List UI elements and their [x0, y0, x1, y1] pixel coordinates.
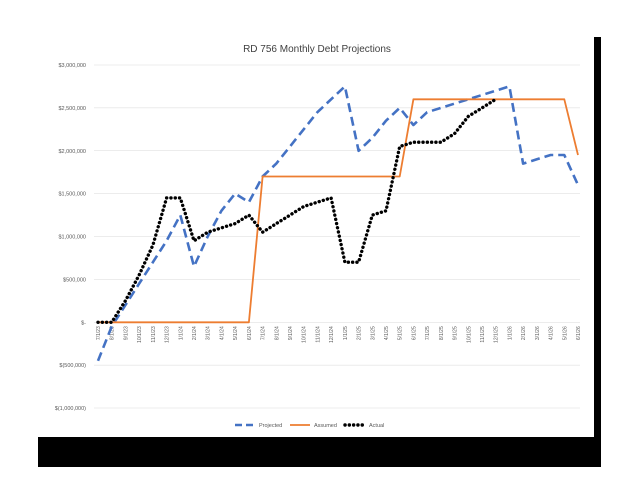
x-tick-label: 1/1/24: [178, 326, 184, 340]
legend: Projected Assumed Actual: [235, 423, 384, 429]
legend-label-assumed: Assumed: [314, 423, 337, 429]
x-tick-label: 9/1/25: [453, 326, 459, 340]
x-tick-label: 5/1/25: [398, 326, 404, 340]
chart-title: RD 756 Monthly Debt Projections: [243, 44, 391, 55]
y-axis-tick-labels: $3,000,000 $2,500,000 $2,000,000 $1,500,000…: [55, 63, 86, 412]
x-tick-label: 8/1/25: [439, 326, 445, 340]
x-tick-label: 10/1/23: [137, 326, 143, 343]
x-tick-label: 8/1/24: [274, 326, 280, 340]
x-tick-label: 9/1/23: [123, 326, 129, 340]
x-tick-label: 8/1/23: [110, 326, 116, 340]
x-tick-label: 2/1/24: [192, 326, 198, 340]
series-lines: [96, 85, 580, 362]
x-tick-label: 10/1/24: [302, 326, 308, 343]
x-tick-label: 12/1/23: [165, 326, 171, 343]
legend-label-projected: Projected: [259, 423, 282, 429]
chart-frame: [38, 37, 598, 437]
bottom-black-band: [38, 437, 601, 467]
y-tick-label: $(500,000): [59, 363, 86, 369]
y-tick-label: $-: [81, 320, 86, 326]
x-tick-label: 12/1/25: [494, 326, 500, 343]
x-tick-label: 11/1/23: [151, 326, 157, 343]
x-tick-label: 11/1/24: [315, 326, 321, 343]
y-tick-label: $500,000: [63, 277, 86, 283]
x-tick-label: 7/1/23: [96, 326, 102, 340]
x-tick-label: 10/1/25: [466, 326, 472, 343]
x-tick-label: 2/1/25: [357, 326, 363, 340]
series-line-actual: [96, 97, 498, 324]
x-tick-label: 12/1/24: [329, 326, 335, 343]
x-tick-label: 9/1/24: [288, 326, 294, 340]
x-tick-label: 11/1/25: [480, 326, 486, 343]
x-tick-label: 3/1/25: [370, 326, 376, 340]
y-tick-label: $3,000,000: [58, 63, 86, 69]
x-tick-label: 4/1/24: [219, 326, 225, 340]
grid-lines: [94, 64, 580, 409]
x-tick-label: 4/1/25: [384, 326, 390, 340]
y-tick-label: $1,500,000: [58, 192, 86, 198]
series-line-assumed: [98, 98, 579, 324]
legend-label-actual: Actual: [369, 423, 384, 429]
y-tick-label: $2,500,000: [58, 106, 86, 112]
x-tick-label: 4/1/26: [549, 326, 555, 340]
x-tick-label: 1/1/25: [343, 326, 349, 340]
x-tick-label: 6/1/25: [411, 326, 417, 340]
x-tick-label: 2/1/26: [521, 326, 527, 340]
y-tick-label: $(1,000,000): [55, 406, 86, 412]
x-tick-label: 3/1/24: [206, 326, 212, 340]
x-tick-label: 6/1/24: [247, 326, 253, 340]
y-tick-label: $1,000,000: [58, 235, 86, 241]
x-tick-label: 5/1/24: [233, 326, 239, 340]
frame-right-border: [594, 37, 601, 437]
x-tick-label: 6/1/26: [576, 326, 582, 340]
x-tick-label: 7/1/24: [261, 326, 267, 340]
x-tick-label: 7/1/25: [425, 326, 431, 340]
x-tick-label: 3/1/26: [535, 326, 541, 340]
y-tick-label: $2,000,000: [58, 149, 86, 155]
x-tick-label: 1/1/26: [507, 326, 513, 340]
series-line-projected: [96, 85, 580, 362]
x-tick-label: 5/1/26: [562, 326, 568, 340]
x-axis-tick-labels: 7/1/23 8/1/23 9/1/23 10/1/23 11/1/23 12/1/23 1…: [96, 326, 582, 343]
